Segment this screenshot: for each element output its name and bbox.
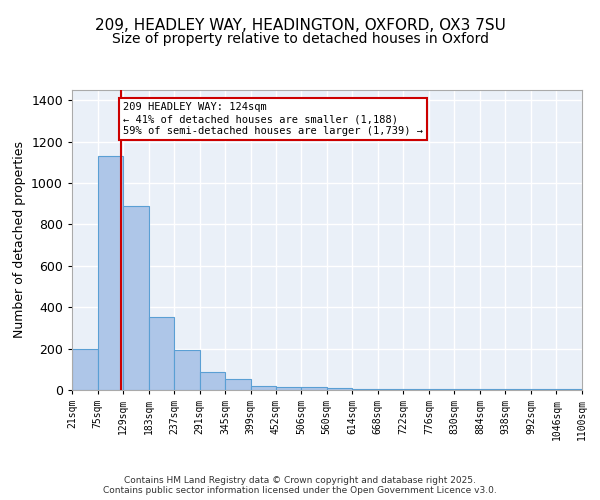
Bar	[378, 389, 403, 390]
Bar	[301, 387, 327, 390]
Bar	[123, 206, 149, 390]
Bar	[200, 372, 225, 390]
Bar	[403, 389, 429, 390]
Bar	[531, 389, 556, 390]
Text: Size of property relative to detached houses in Oxford: Size of property relative to detached ho…	[112, 32, 488, 46]
Bar	[429, 389, 454, 390]
Bar	[556, 389, 582, 390]
Bar	[174, 350, 200, 390]
Text: Contains HM Land Registry data © Crown copyright and database right 2025.
Contai: Contains HM Land Registry data © Crown c…	[103, 476, 497, 495]
Bar	[149, 316, 174, 390]
Bar	[225, 378, 251, 390]
Bar	[276, 387, 301, 390]
Bar	[454, 389, 480, 390]
Bar	[72, 348, 98, 390]
Bar	[480, 389, 505, 390]
Y-axis label: Number of detached properties: Number of detached properties	[13, 142, 26, 338]
Bar	[352, 389, 378, 390]
Bar	[505, 389, 531, 390]
Bar	[251, 386, 276, 390]
Bar	[98, 156, 123, 390]
Bar	[327, 388, 352, 390]
Text: 209 HEADLEY WAY: 124sqm
← 41% of detached houses are smaller (1,188)
59% of semi: 209 HEADLEY WAY: 124sqm ← 41% of detache…	[123, 102, 423, 136]
Text: 209, HEADLEY WAY, HEADINGTON, OXFORD, OX3 7SU: 209, HEADLEY WAY, HEADINGTON, OXFORD, OX…	[95, 18, 505, 32]
